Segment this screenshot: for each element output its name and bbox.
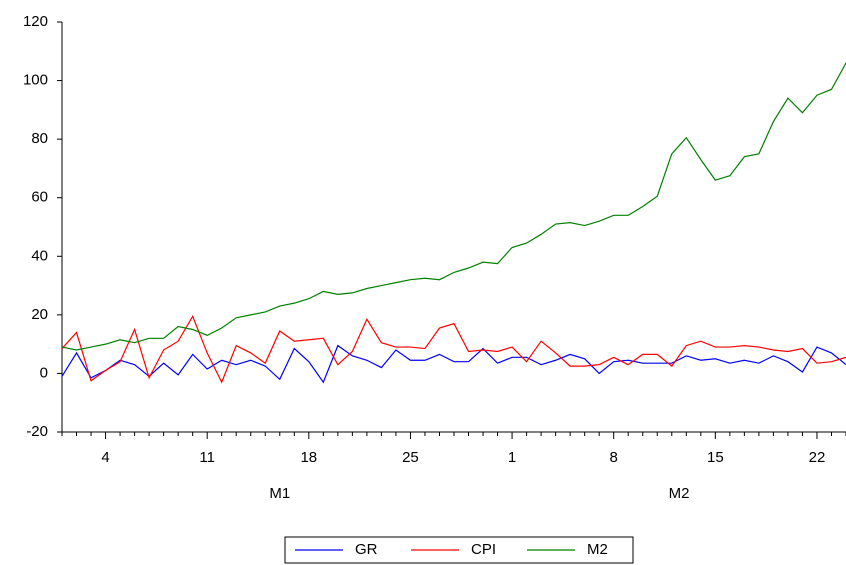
series-line [61, 62, 846, 351]
x-tick-label: 18 [300, 449, 317, 466]
legend-label: GR [355, 541, 378, 558]
legend-label: M2 [587, 541, 608, 558]
x-tick-label: 1 [508, 449, 516, 466]
x-tick-label: 4 [101, 449, 109, 466]
x-tick-label: 25 [402, 449, 419, 466]
y-tick-label: 80 [31, 130, 48, 147]
series-line [61, 344, 846, 384]
y-tick-label: 120 [23, 13, 48, 30]
legend-label: CPI [471, 541, 496, 558]
x-tick-label: 8 [610, 449, 618, 466]
y-tick-label: -20 [26, 423, 48, 440]
y-tick-label: 60 [31, 189, 48, 206]
y-tick-label: 0 [40, 364, 48, 381]
y-tick-label: 40 [31, 247, 48, 264]
x-group-label: M2 [669, 485, 690, 502]
x-tick-label: 15 [707, 449, 724, 466]
x-tick-label: 22 [809, 449, 826, 466]
x-group-label: M1 [269, 485, 290, 502]
y-tick-label: 20 [31, 306, 48, 323]
legend: GR CPI M2 [284, 536, 634, 564]
y-tick-label: 100 [23, 72, 48, 89]
x-tick-label: 11 [199, 449, 215, 466]
series-line [61, 314, 846, 384]
